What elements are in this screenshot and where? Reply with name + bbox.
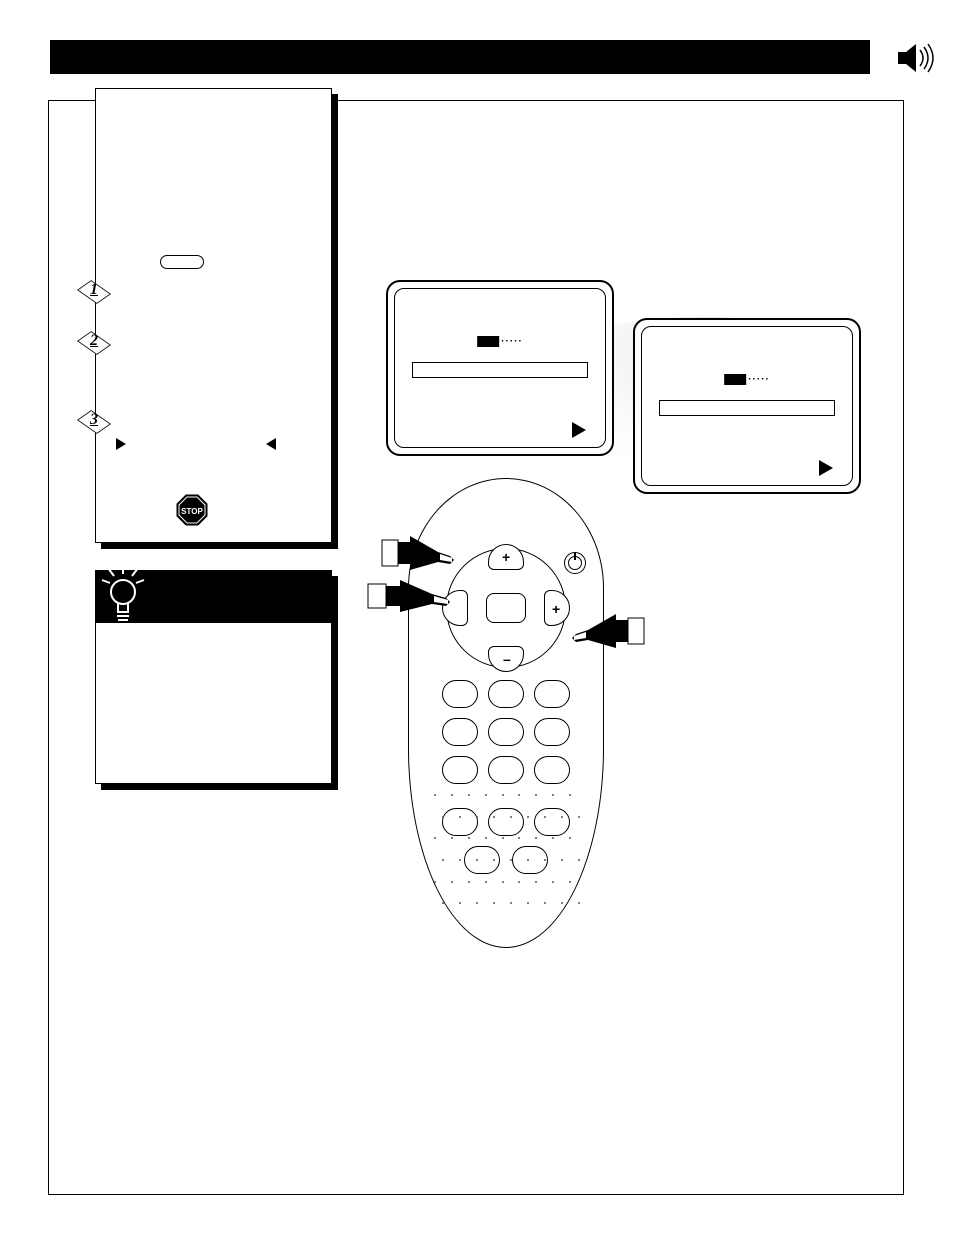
lightbulb-icon bbox=[98, 562, 148, 626]
dpad-up-button[interactable]: + bbox=[488, 544, 524, 570]
power-button[interactable] bbox=[564, 552, 586, 574]
step3-arrow-row bbox=[106, 438, 286, 450]
tv1-play-icon bbox=[572, 422, 586, 438]
tv1-label-dots: ····· bbox=[501, 336, 523, 347]
num-button[interactable] bbox=[488, 680, 524, 708]
tv2-label-box-icon bbox=[724, 374, 746, 385]
title-bar bbox=[50, 40, 870, 74]
tv1-progress-bar bbox=[412, 362, 588, 378]
triangle-left-icon bbox=[266, 438, 276, 450]
num-button[interactable] bbox=[534, 680, 570, 708]
num-button[interactable] bbox=[442, 756, 478, 784]
num-button[interactable] bbox=[488, 756, 524, 784]
stop-sign-icon: STOP bbox=[176, 494, 208, 526]
instruction-panel bbox=[95, 88, 332, 543]
pointing-hand-3 bbox=[556, 610, 646, 660]
triangle-right-icon bbox=[116, 438, 126, 450]
power-icon-line bbox=[574, 552, 576, 560]
remote-grip-texture bbox=[430, 788, 582, 918]
tv1-label-box-icon bbox=[477, 336, 499, 347]
num-button[interactable] bbox=[488, 718, 524, 746]
tv2-osd-label: ····· bbox=[724, 374, 770, 385]
tv1-osd-label: ····· bbox=[477, 336, 523, 347]
manual-page: 1 2 3 STOP bbox=[0, 0, 954, 1235]
num-button[interactable] bbox=[442, 718, 478, 746]
tv-screen-1: ····· bbox=[386, 280, 614, 456]
step-number-2: 2 bbox=[88, 332, 100, 350]
menu-button-graphic bbox=[160, 255, 204, 269]
step-number-3: 3 bbox=[88, 411, 100, 429]
dpad-center-button[interactable] bbox=[486, 593, 526, 623]
num-button[interactable] bbox=[442, 680, 478, 708]
pointing-hand-2 bbox=[366, 572, 466, 622]
dpad-up-glyph: + bbox=[502, 549, 510, 565]
tv2-play-icon bbox=[819, 460, 833, 476]
tv-screen-2: ····· bbox=[633, 318, 861, 494]
speaker-icon bbox=[894, 38, 934, 78]
dpad-down-glyph: – bbox=[503, 651, 511, 667]
number-button-grid bbox=[442, 680, 570, 784]
num-button[interactable] bbox=[534, 718, 570, 746]
step-number-1: 1 bbox=[88, 281, 100, 299]
tv2-label-dots: ····· bbox=[748, 374, 770, 385]
tv2-progress-bar bbox=[659, 400, 835, 416]
num-button[interactable] bbox=[534, 756, 570, 784]
stop-label: STOP bbox=[181, 507, 203, 516]
